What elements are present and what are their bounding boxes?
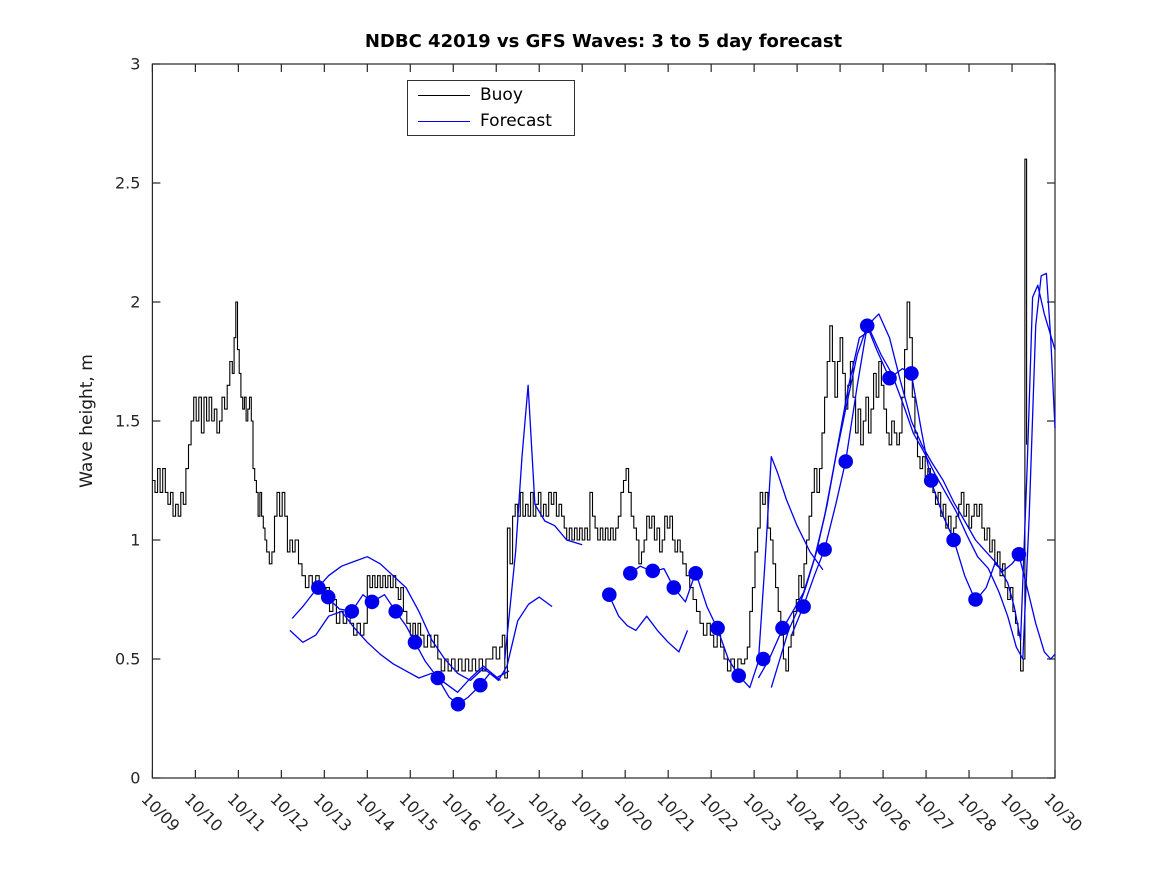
svg-text:2: 2 xyxy=(130,293,140,312)
legend-row-forecast: Forecast xyxy=(408,109,574,133)
legend-row-buoy: Buoy xyxy=(408,83,574,107)
svg-text:0: 0 xyxy=(130,769,140,788)
svg-text:10/17: 10/17 xyxy=(481,789,527,835)
svg-text:10/10: 10/10 xyxy=(181,789,227,835)
svg-text:10/14: 10/14 xyxy=(352,789,398,835)
svg-text:10/12: 10/12 xyxy=(267,789,313,835)
svg-text:10/09: 10/09 xyxy=(138,789,184,835)
svg-text:0.5: 0.5 xyxy=(115,650,140,669)
svg-text:10/30: 10/30 xyxy=(1040,789,1086,835)
svg-text:1.5: 1.5 xyxy=(115,412,140,431)
svg-text:10/18: 10/18 xyxy=(524,789,570,835)
svg-text:10/24: 10/24 xyxy=(782,789,828,835)
svg-text:10/15: 10/15 xyxy=(395,789,441,835)
svg-text:10/13: 10/13 xyxy=(309,789,355,835)
svg-text:10/29: 10/29 xyxy=(997,789,1043,835)
forecast-series-lines xyxy=(289,272,1056,705)
buoy-line-sample xyxy=(418,94,470,96)
svg-text:10/21: 10/21 xyxy=(653,789,699,835)
svg-text:10/25: 10/25 xyxy=(825,789,871,835)
svg-text:10/26: 10/26 xyxy=(868,789,914,835)
x-tick-labels: 10/0910/1010/1110/1210/1310/1410/1510/16… xyxy=(138,789,1087,835)
y-tick-labels: 0 0.5 1 1.5 2 2.5 3 xyxy=(115,55,140,788)
svg-text:10/11: 10/11 xyxy=(224,789,270,835)
legend-label-forecast: Forecast xyxy=(480,111,552,131)
forecast-marker-dots xyxy=(311,318,1027,712)
axis-ticks xyxy=(151,63,1056,779)
svg-text:10/27: 10/27 xyxy=(911,789,957,835)
svg-text:10/19: 10/19 xyxy=(567,789,613,835)
legend: Buoy Forecast xyxy=(407,80,575,136)
svg-text:3: 3 xyxy=(130,55,140,74)
forecast-line-sample xyxy=(418,120,470,122)
svg-text:10/22: 10/22 xyxy=(696,789,742,835)
chart-title: NDBC 42019 vs GFS Waves: 3 to 5 day fore… xyxy=(364,31,843,52)
svg-text:10/28: 10/28 xyxy=(954,789,1000,835)
svg-text:10/20: 10/20 xyxy=(610,789,656,835)
svg-text:10/23: 10/23 xyxy=(739,789,785,835)
buoy-series-line xyxy=(152,158,1028,679)
svg-text:1: 1 xyxy=(130,531,140,550)
legend-label-buoy: Buoy xyxy=(480,85,523,105)
svg-text:2.5: 2.5 xyxy=(115,174,140,193)
svg-text:10/16: 10/16 xyxy=(438,789,484,835)
